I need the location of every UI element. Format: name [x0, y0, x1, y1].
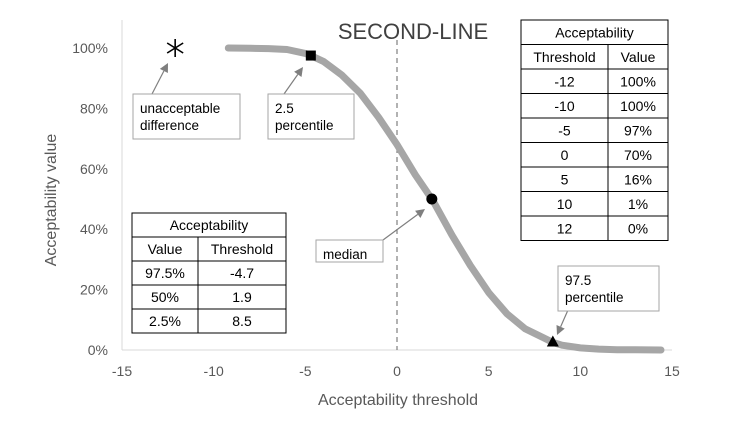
- x-tick-label: 15: [664, 363, 680, 379]
- y-tick-label: 100%: [72, 40, 108, 56]
- arrow-shaft: [560, 309, 569, 328]
- percentile-2-5-arrow: [283, 67, 303, 95]
- table-cell: 10: [557, 196, 573, 212]
- y-tick-label: 60%: [80, 161, 108, 177]
- table-cell: 12: [557, 220, 573, 236]
- arrow-head: [159, 63, 168, 74]
- table-cell: 97%: [624, 122, 652, 138]
- callout-text: percentile: [565, 290, 624, 305]
- table-column-header: Threshold: [533, 49, 595, 65]
- table-cell: -10: [554, 98, 574, 114]
- callout-box: [557, 265, 660, 312]
- arrow-head: [556, 324, 565, 335]
- chart-title: SECOND-LINE: [338, 19, 488, 44]
- table-header: Acceptability: [555, 24, 634, 40]
- arrow-shaft: [382, 213, 419, 241]
- x-tick-label: -15: [112, 363, 132, 379]
- callout-box: [132, 93, 241, 140]
- table-cell: 50%: [151, 289, 179, 305]
- table-column-header: Value: [148, 241, 183, 257]
- table-frame: [131, 212, 287, 334]
- callout-text: difference: [140, 118, 199, 133]
- table-cell: -4.7: [230, 265, 254, 281]
- table-cell: 1.9: [232, 289, 252, 305]
- plot-area: [166, 39, 665, 354]
- summary-table: Acceptability Value Threshold 97.5% -4.7 50% 1…: [131, 212, 287, 334]
- x-tick-label: -10: [204, 363, 224, 379]
- table-cell: 5: [561, 171, 569, 187]
- percentile-97-5-arrow: [556, 309, 569, 335]
- table-column-header: Threshold: [211, 241, 273, 257]
- x-tick-label: 5: [485, 363, 493, 379]
- y-tick-label: 0%: [88, 342, 108, 358]
- arrow-head: [294, 67, 303, 77]
- median-arrow: [382, 209, 425, 241]
- table-cell: 97.5%: [145, 265, 185, 281]
- callout-text: unacceptable: [140, 101, 220, 116]
- table-cell: 8.5: [232, 313, 252, 329]
- callout-text: median: [323, 247, 367, 262]
- y-tick-label: 40%: [80, 221, 108, 237]
- median-label: median: [315, 239, 384, 263]
- percentile-2-5-label: 2.5 percentile: [267, 93, 355, 140]
- table-cell: 0%: [628, 220, 648, 236]
- asterisk-marker: [166, 39, 184, 57]
- callout-text: percentile: [275, 118, 334, 133]
- table-frame: [520, 19, 669, 241]
- arrow-shaft: [151, 70, 165, 95]
- callout-box: [267, 93, 355, 140]
- table-cell: 1%: [628, 196, 648, 212]
- square-marker: [305, 50, 316, 61]
- asterisk-stroke: [166, 42, 184, 54]
- callout-box: [315, 239, 384, 263]
- x-axis-title: Acceptability threshold: [318, 392, 478, 409]
- table-cell: 100%: [620, 73, 656, 89]
- table-cell: 70%: [624, 147, 652, 163]
- table-cell: -12: [554, 73, 574, 89]
- callout-text: 97.5: [565, 273, 591, 288]
- x-tick-label: -5: [299, 363, 312, 379]
- unacceptable-arrow: [151, 63, 168, 95]
- table-header: Acceptability: [170, 217, 249, 233]
- table-cell: -5: [558, 122, 571, 138]
- arrow-shaft: [283, 74, 299, 95]
- triangle-marker: [546, 335, 559, 347]
- table-cell: 0: [561, 147, 569, 163]
- unacceptable-difference-label: unacceptable difference: [132, 93, 241, 140]
- callout-text: 2.5: [275, 101, 294, 116]
- annotations: unacceptable difference 2.5 percentile media…: [132, 63, 660, 335]
- table-column-header: Value: [621, 49, 656, 65]
- x-tick-label: 0: [393, 363, 401, 379]
- x-tick-label: 10: [573, 363, 589, 379]
- table-cell: 16%: [624, 171, 652, 187]
- circle-marker: [426, 193, 438, 205]
- table-cell: 100%: [620, 98, 656, 114]
- arrow-head: [415, 209, 425, 218]
- y-tick-label: 20%: [80, 282, 108, 298]
- table-cell: 2.5%: [149, 313, 181, 329]
- axes: -15 -10 -5 0 5 10 150%20%40%60%80%100%: [72, 20, 680, 379]
- y-tick-label: 80%: [80, 100, 108, 116]
- y-axis-title: Acceptability value: [43, 134, 60, 267]
- percentile-97-5-label: 97.5 percentile: [557, 265, 660, 312]
